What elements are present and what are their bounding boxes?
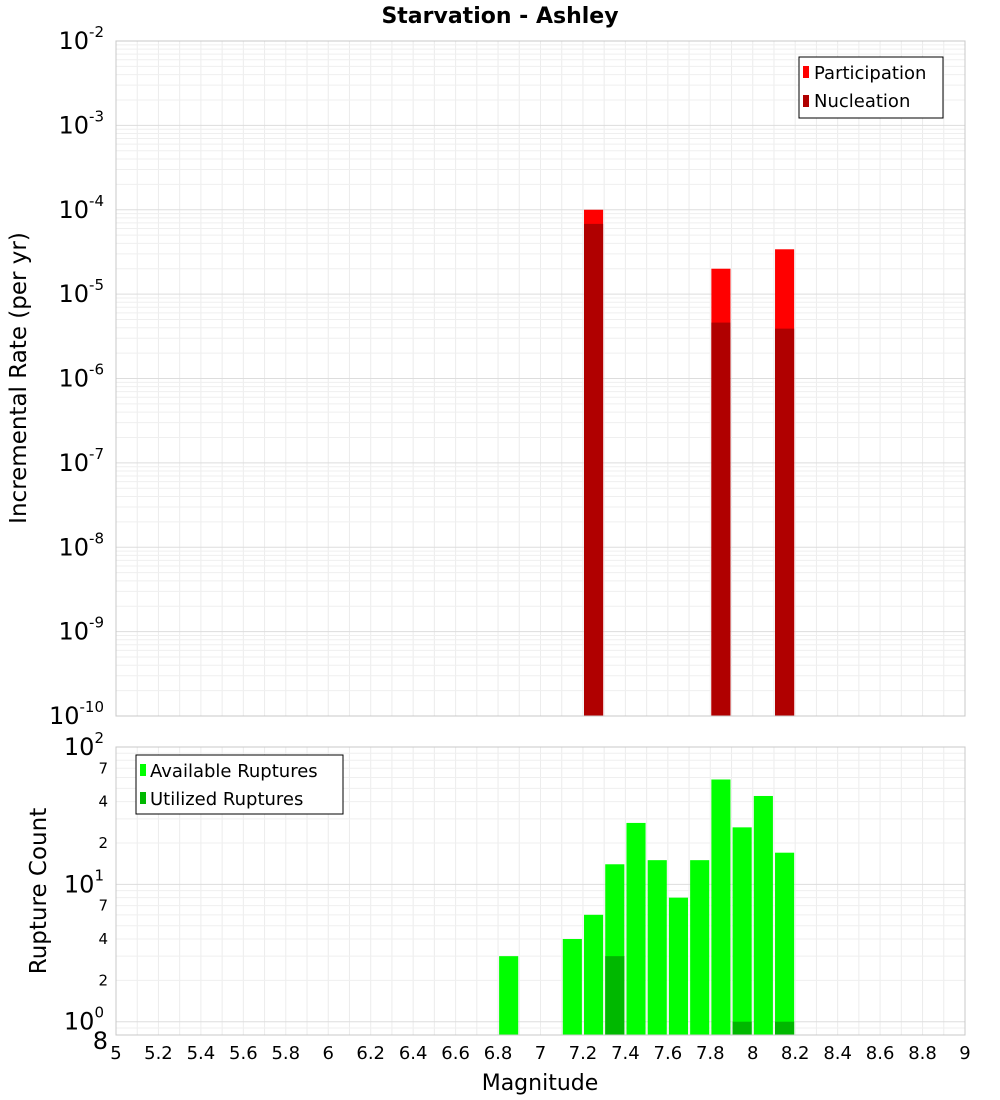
x-tick-label: 6.8 (484, 1043, 513, 1064)
available-ruptures-bar (690, 860, 710, 1035)
bottom-y-minor-tick-label: 2 (98, 971, 108, 989)
available-ruptures-bar (562, 939, 582, 1035)
bottom-y-minor-tick-label: 7 (98, 897, 108, 915)
bottom-y-minor-tick-label: 7 (98, 759, 108, 777)
legend-swatch-nucleation (803, 95, 809, 107)
x-tick-label: 7.4 (611, 1043, 640, 1064)
legend-label-utilized: Utilized Ruptures (150, 789, 303, 810)
top-y-tick-label: 10-6 (58, 361, 104, 393)
nucleation-bar (775, 328, 795, 716)
bottom-legend: Available Ruptures Utilized Ruptures (135, 754, 344, 815)
x-tick-label: 7.6 (654, 1043, 683, 1064)
top-bars (584, 209, 795, 716)
top-y-tick-label: 10-8 (58, 529, 104, 561)
top-y-tick-label: 10-7 (58, 445, 104, 477)
nucleation-bar (711, 322, 731, 716)
legend-label-nucleation: Nucleation (814, 91, 910, 112)
top-plot-border (115, 40, 966, 717)
x-tick-label: 6.2 (356, 1043, 385, 1064)
available-ruptures-bar (775, 852, 795, 1035)
x-tick-labels: 5 5.2 5.4 5.6 5.8 6 6.2 6.4 6.6 6.8 7 7.2 7.4 7.6 7.8 8… (110, 1043, 970, 1064)
x-tick-label: 8.6 (866, 1043, 895, 1064)
nucleation-bar (584, 223, 604, 716)
x-tick-label: 9 (959, 1043, 970, 1064)
x-tick-label: 5.4 (187, 1043, 216, 1064)
top-y-tick-label: 10-10 (49, 698, 104, 730)
available-ruptures-bar (626, 822, 646, 1035)
top-y-tick-label: 10-5 (58, 276, 104, 308)
x-tick-label: 8.4 (823, 1043, 852, 1064)
top-grid (115, 41, 966, 717)
available-ruptures-bar (668, 897, 689, 1035)
available-ruptures-bar (584, 914, 604, 1035)
x-tick-label: 5 (110, 1043, 121, 1064)
top-y-tick-label: 10-3 (58, 107, 104, 139)
x-tick-label: 7 (535, 1043, 546, 1064)
top-y-tick-label: 10-9 (58, 614, 104, 646)
utilized-ruptures-bar (605, 956, 625, 1035)
available-ruptures-bar (753, 795, 773, 1035)
bottom-y-minor-tick-label: 4 (98, 930, 108, 948)
legend-label-available: Available Ruptures (150, 761, 318, 782)
available-ruptures-bar (711, 779, 731, 1035)
top-legend: Participation Nucleation (798, 56, 944, 119)
bottom-y-tick-label: 100 (64, 1004, 104, 1036)
bottom-y-minor-tick-label: 8 (93, 1027, 108, 1055)
legend-swatch-utilized (140, 792, 146, 804)
legend-swatch-available (140, 764, 146, 776)
available-ruptures-bar (647, 860, 667, 1035)
utilized-ruptures-bar (775, 1021, 795, 1035)
bottom-plot-border (115, 746, 966, 1036)
x-tick-label: 5.8 (271, 1043, 300, 1064)
x-tick-label: 7.2 (569, 1043, 598, 1064)
x-tick-label: 6 (323, 1043, 334, 1064)
x-tick-label: 8.2 (781, 1043, 810, 1064)
bottom-y-tick-labels: 100 101 102 8 2 4 7 2 4 7 (64, 729, 108, 1055)
utilized-ruptures-bar (732, 1021, 752, 1035)
x-tick-label: 7.8 (696, 1043, 725, 1064)
bottom-legend-box (135, 754, 344, 815)
top-y-tick-label: 10-4 (58, 192, 104, 224)
x-axis-label: Magnitude (482, 1071, 599, 1096)
legend-swatch-participation (803, 66, 809, 78)
bottom-y-axis-label: Rupture Count (26, 808, 52, 974)
bottom-bars (499, 779, 795, 1035)
top-panel: 10-10 10-9 10-8 10-7 10-6 10-5 10-4 10-3 10-2 In… (6, 23, 966, 730)
top-y-tick-labels: 10-10 10-9 10-8 10-7 10-6 10-5 10-4 10-3 10-2 (49, 23, 104, 730)
x-tick-label: 5.2 (144, 1043, 173, 1064)
bottom-y-tick-label: 102 (64, 729, 104, 761)
bottom-y-minor-tick-label: 2 (98, 834, 108, 852)
x-tick-label: 8 (747, 1043, 758, 1064)
available-ruptures-bar (732, 827, 752, 1035)
x-tick-label: 5.6 (229, 1043, 258, 1064)
top-y-tick-label: 10-2 (58, 23, 104, 55)
bottom-y-tick-label: 101 (64, 866, 104, 898)
x-tick-label: 8.8 (908, 1043, 937, 1064)
chart-title: Starvation - Ashley (381, 4, 618, 29)
top-legend-box (798, 56, 944, 119)
available-ruptures-bar (499, 956, 519, 1035)
x-tick-label: 6.6 (441, 1043, 470, 1064)
x-tick-label: 6.4 (399, 1043, 428, 1064)
bottom-y-minor-tick-label: 4 (98, 793, 108, 811)
legend-label-participation: Participation (814, 63, 926, 84)
top-y-axis-label: Incremental Rate (per yr) (6, 232, 32, 524)
bottom-panel: 100 101 102 8 2 4 7 2 4 7 5 5.2 5.4 5.6 5.8 6 6.2 6.4 6.6… (26, 729, 971, 1096)
